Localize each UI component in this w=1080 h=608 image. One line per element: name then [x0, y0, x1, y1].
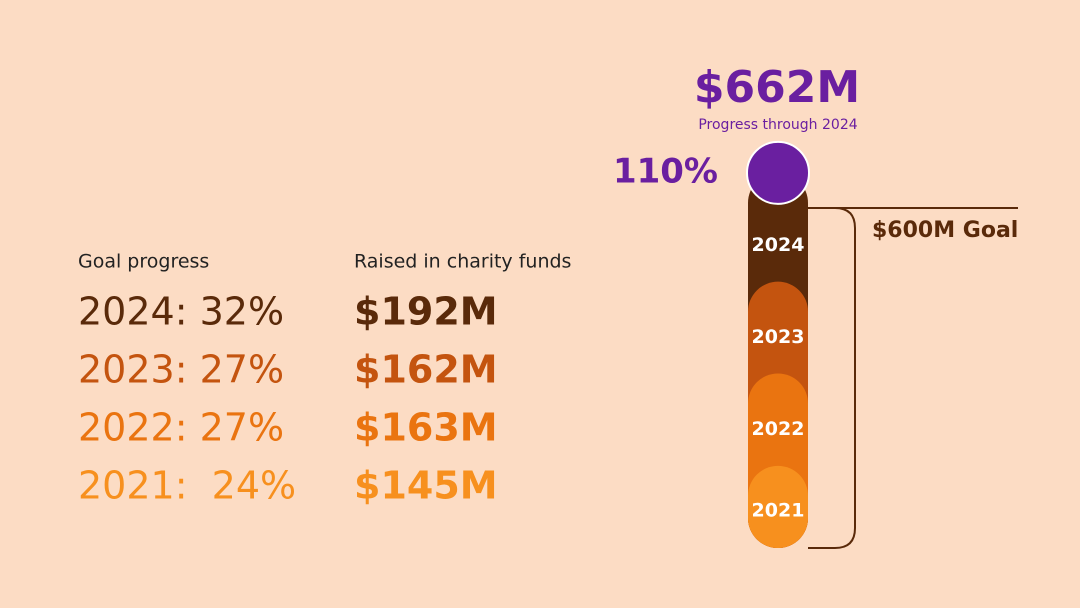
total-label: $662M [694, 62, 860, 113]
left-header: Goal progress [78, 251, 209, 273]
total-marker [746, 140, 810, 205]
segment-label: 2023 [752, 326, 805, 348]
goal-label: $600M Goal [872, 218, 1018, 243]
progress-row: 2022: 27% [78, 406, 284, 450]
segment-label: 2021 [752, 499, 805, 521]
progress-row: 2023: 27% [78, 348, 284, 392]
goal-percent: 110% [613, 151, 718, 191]
progress-row: 2024: 32% [78, 290, 284, 334]
progress-row: 2021: 24% [78, 464, 296, 508]
segment-label: 2024 [752, 234, 805, 256]
value-label: $162M [354, 348, 498, 392]
value-label: $163M [354, 406, 498, 450]
segment [748, 465, 808, 548]
total-caption: Progress through 2024 [698, 117, 857, 133]
value-label: $145M [354, 464, 498, 508]
segment-label: 2022 [752, 418, 805, 440]
value-label: $192M [354, 290, 498, 334]
goal-bracket [808, 207, 856, 549]
right-header: Raised in charity funds [354, 251, 571, 273]
